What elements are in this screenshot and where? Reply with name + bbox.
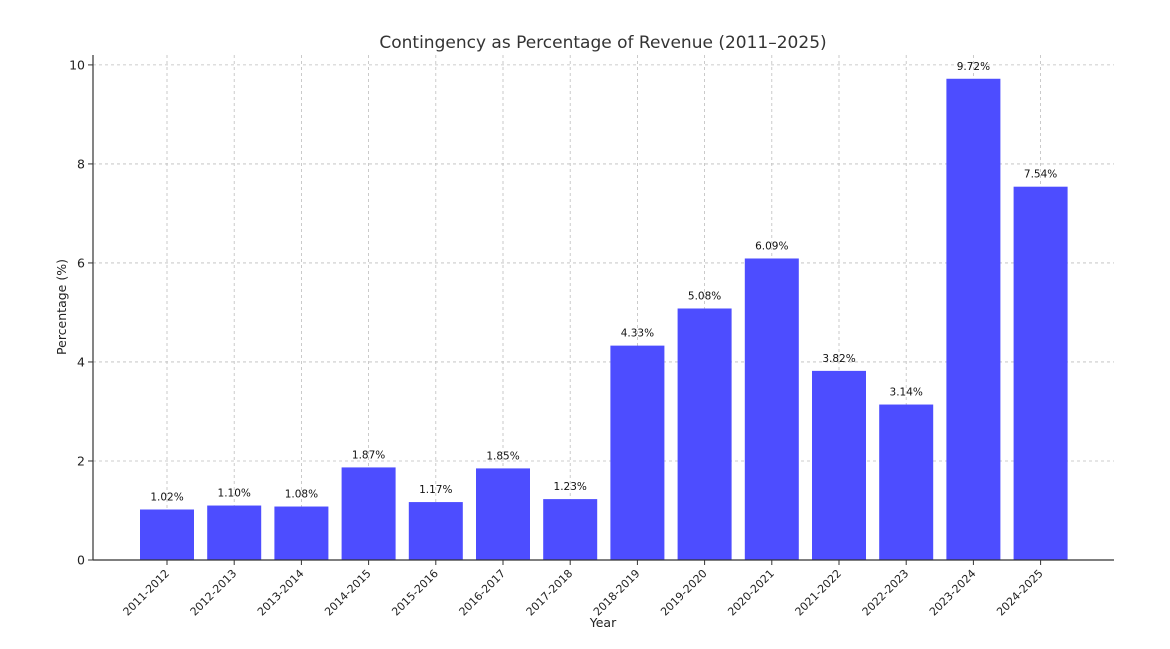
data-label-2024-2025: 7.54% bbox=[1024, 169, 1057, 181]
bar-2023-2024 bbox=[946, 78, 1001, 560]
y-tick-label: 10 bbox=[69, 57, 85, 72]
data-label-2022-2023: 3.14% bbox=[890, 387, 923, 399]
bar-2024-2025 bbox=[1013, 186, 1068, 560]
bar-2011-2012 bbox=[140, 509, 194, 560]
x-tick-label: 2019-2020 bbox=[658, 567, 710, 619]
bar-2017-2018 bbox=[543, 499, 598, 560]
x-tick-label: 2020-2021 bbox=[725, 567, 777, 619]
bar-2019-2020 bbox=[677, 308, 732, 560]
y-tick-label: 6 bbox=[77, 255, 85, 270]
data-label-2012-2013: 1.10% bbox=[218, 488, 251, 500]
chart-title: Contingency as Percentage of Revenue (20… bbox=[379, 33, 826, 53]
bar-2015-2016 bbox=[408, 502, 463, 560]
bar-2020-2021 bbox=[744, 258, 799, 560]
x-tick-label: 2015-2016 bbox=[389, 567, 441, 619]
bar-2013-2014 bbox=[274, 506, 329, 560]
y-axis-label: Percentage (%) bbox=[54, 259, 69, 355]
x-tick-label: 2013-2014 bbox=[255, 567, 307, 619]
bar-2022-2023 bbox=[879, 404, 934, 560]
data-label-2015-2016: 1.17% bbox=[419, 484, 452, 496]
x-tick-label: 2016-2017 bbox=[457, 567, 509, 619]
data-label-2013-2014: 1.08% bbox=[285, 489, 318, 501]
x-tick-label: 2023-2024 bbox=[927, 567, 979, 619]
data-label-2011-2012: 1.02% bbox=[150, 492, 183, 504]
data-label-2021-2022: 3.82% bbox=[822, 353, 855, 365]
data-labels: 1.02% 1.10% 1.08% 1.87% 1.17% 1.85% 1.23% 4.33%… bbox=[150, 61, 1057, 504]
x-tick-label: 2014-2015 bbox=[322, 567, 374, 619]
data-label-2018-2019: 4.33% bbox=[621, 328, 654, 340]
data-label-2017-2018: 1.23% bbox=[554, 481, 587, 493]
y-tick-label: 4 bbox=[77, 354, 85, 369]
x-axis-label: Year bbox=[589, 615, 617, 630]
y-tick-label: 2 bbox=[77, 453, 85, 468]
data-label-2019-2020: 5.08% bbox=[688, 290, 721, 302]
bar-2018-2019 bbox=[610, 345, 665, 560]
x-tick-label: 2012-2013 bbox=[188, 567, 240, 619]
x-tick-label: 2018-2019 bbox=[591, 567, 643, 619]
x-tick-label: 2022-2023 bbox=[860, 567, 912, 619]
bar-2014-2015 bbox=[341, 467, 396, 560]
x-tick-label: 2011-2012 bbox=[121, 567, 173, 619]
bars bbox=[140, 78, 1068, 560]
y-tick-label: 0 bbox=[77, 553, 85, 568]
data-label-2020-2021: 6.09% bbox=[755, 240, 788, 252]
bar-2021-2022 bbox=[812, 370, 866, 560]
bar-2016-2017 bbox=[476, 468, 530, 560]
data-label-2016-2017: 1.85% bbox=[486, 450, 519, 462]
x-tick-label: 2024-2025 bbox=[994, 567, 1046, 619]
data-label-2014-2015: 1.87% bbox=[352, 449, 385, 461]
x-tick-label: 2017-2018 bbox=[524, 567, 576, 619]
y-tick-label: 8 bbox=[77, 156, 85, 171]
data-label-2023-2024: 9.72% bbox=[957, 61, 990, 73]
x-tick-label: 2021-2022 bbox=[793, 567, 845, 619]
bar-2012-2013 bbox=[207, 505, 262, 560]
